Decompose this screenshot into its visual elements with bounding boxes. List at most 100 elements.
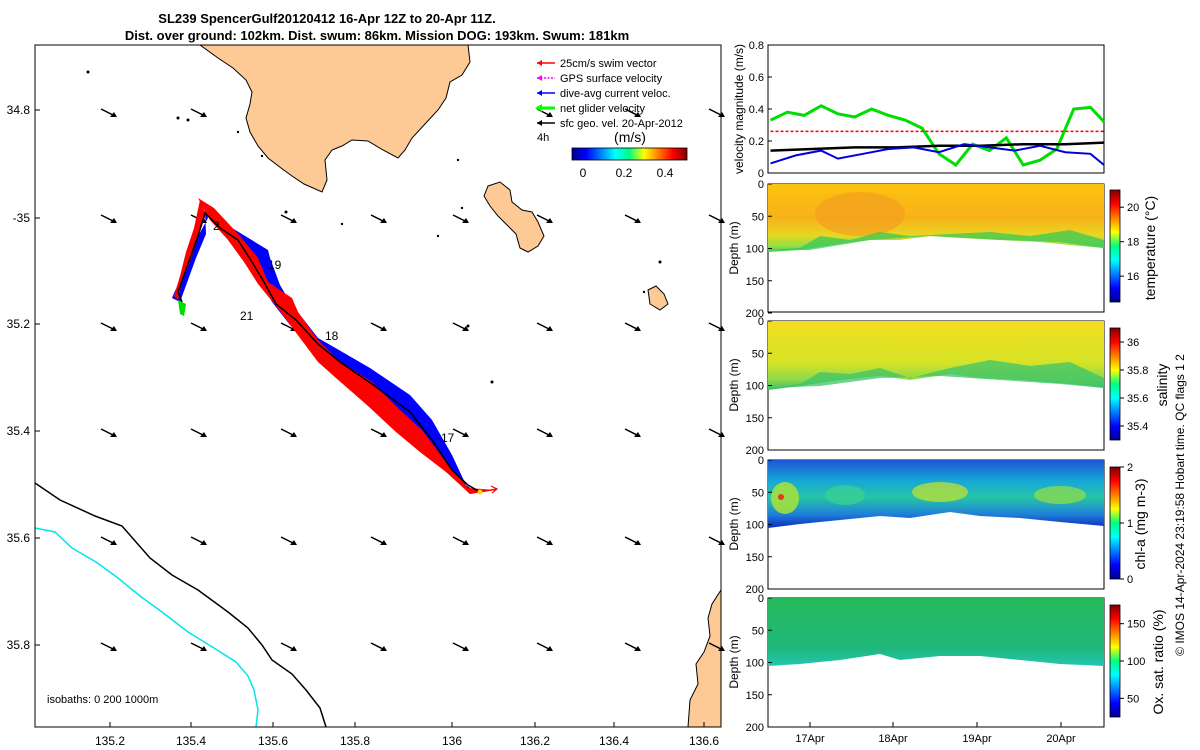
geostrophic-arrow xyxy=(370,214,387,223)
depth-tick-label: 100 xyxy=(746,658,764,670)
temperature-warm-core xyxy=(815,192,905,236)
depth-tick-label: 100 xyxy=(746,520,764,532)
legend-label-dive-avg-current: dive-avg current veloc. xyxy=(560,88,671,100)
temperature-panel: 0 50 100 150 200 16 18 20 Depth (m) temperatur… xyxy=(727,179,1158,320)
depth-tick-label: 200 xyxy=(746,722,764,734)
geostrophic-arrow xyxy=(624,642,641,651)
time-tick-label: 19Apr xyxy=(962,733,992,745)
colorbar-tick-label: 18 xyxy=(1127,237,1139,249)
map-x-ticks: 135.2 135.4 135.6 135.8 136 136.2 136.4 136.6 xyxy=(95,722,719,748)
map-legend: 25cm/s swim vector GPS surface velocity … xyxy=(535,58,688,180)
velocity-panel: 0 0.2 0.4 0.6 0.8 velocity magnitude (m/s) xyxy=(732,40,1106,180)
oxygen-y-ticks: 0 50 100 150 200 xyxy=(746,593,772,734)
depth-tick-label: 0 xyxy=(758,179,764,191)
map-y-tick-label: 35.6 xyxy=(7,531,31,545)
isobath-1000m xyxy=(34,527,259,728)
depth-tick-label: 50 xyxy=(752,211,764,223)
map-x-tick-label: 136.2 xyxy=(520,734,550,748)
depth-tick-label: 200 xyxy=(746,584,764,596)
geostrophic-arrow xyxy=(280,642,297,651)
velocity-y-tick-label: 0.6 xyxy=(749,72,764,84)
colorbar-tick-label: 50 xyxy=(1127,693,1139,705)
depth-tick-label: 150 xyxy=(746,413,764,425)
land-eyre-peninsula xyxy=(198,44,471,193)
chlorophyll-patch-1 xyxy=(771,482,799,514)
legend-item-swim-vector: 25cm/s swim vector xyxy=(537,58,657,70)
temperature-ylabel: Depth (m) xyxy=(727,221,741,274)
velocity-series xyxy=(769,104,1106,168)
time-tick-label: 20Apr xyxy=(1046,733,1076,745)
geostrophic-arrow xyxy=(624,536,641,545)
velocity-ylabel: velocity magnitude (m/s) xyxy=(732,44,746,174)
geostrophic-arrow xyxy=(452,642,469,651)
depth-tick-label: 150 xyxy=(746,276,764,288)
colorbar-tick-label: 16 xyxy=(1127,271,1139,283)
depth-tick-label: 0 xyxy=(758,316,764,328)
islets xyxy=(86,70,662,384)
temperature-clabel: temperature (°C) xyxy=(1142,196,1158,300)
temperature-colorbar-ticks: 16 18 20 xyxy=(1120,202,1139,283)
track-line xyxy=(177,211,481,493)
geostrophic-arrow xyxy=(536,642,553,651)
map-y-tick-label: -35 xyxy=(13,211,31,225)
legend-item-net-glider-velocity: net glider velocity xyxy=(535,103,645,115)
chlorophyll-panel: 0 50 100 150 200 0 1 2 Depth (m) chl-a (mg m-3… xyxy=(727,455,1148,596)
land-island-small xyxy=(647,285,669,311)
chlorophyll-y-ticks: 0 50 100 150 200 xyxy=(746,455,772,596)
net-velocity-tip xyxy=(178,300,186,316)
geostrophic-arrow xyxy=(100,428,117,437)
credit-text: © IMOS 14-Apr-2024 23:19:58 Hobart time.… xyxy=(1173,354,1187,656)
depth-tick-label: 100 xyxy=(746,244,764,256)
temperature-y-ticks: 0 50 100 150 200 xyxy=(746,179,772,320)
chlorophyll-colorbar-ticks: 0 1 2 xyxy=(1120,462,1133,586)
colorbar-tick-label: 35.4 xyxy=(1127,421,1148,433)
depth-tick-label: 200 xyxy=(746,308,764,320)
net-glider-velocity-line xyxy=(769,104,1106,168)
geostrophic-arrow xyxy=(100,642,117,651)
geostrophic-arrow xyxy=(536,214,553,223)
map-x-tick-label: 135.8 xyxy=(340,734,370,748)
geostrophic-arrow xyxy=(100,322,117,331)
day-label-18: 18 xyxy=(325,329,339,343)
geostrophic-arrow xyxy=(190,108,207,117)
velocity-y-tick-label: 0.8 xyxy=(749,40,764,52)
colorbar-tick-label: 0 xyxy=(1127,574,1133,586)
day-label-19: 19 xyxy=(268,258,282,272)
speed-colorbar-tick-0.2: 0.2 xyxy=(616,166,633,180)
salinity-y-ticks: 0 50 100 150 200 xyxy=(746,316,772,457)
speed-colorbar-tick-0: 0 xyxy=(580,166,587,180)
salinity-colorbar xyxy=(1109,327,1121,441)
depth-tick-label: 100 xyxy=(746,381,764,393)
time-tick-label: 17Apr xyxy=(795,733,825,745)
legend-label-gps-velocity: GPS surface velocity xyxy=(560,73,663,85)
depth-tick-label: 200 xyxy=(746,445,764,457)
map-panel: 2 19 21 18 17 25cm/s swim vector GPS sur… xyxy=(7,44,725,748)
salinity-clabel: salinity xyxy=(1154,364,1170,407)
legend-item-sfc-geo-velocity: sfc geo. vel. 20-Apr-2012 xyxy=(537,118,683,130)
geostrophic-arrow xyxy=(100,108,117,117)
map-x-tick-label: 136 xyxy=(442,734,462,748)
legend-label-swim-vector: 25cm/s swim vector xyxy=(560,58,657,70)
temperature-colorbar xyxy=(1109,189,1121,303)
map-y-tick-label: 35.2 xyxy=(7,317,31,331)
geostrophic-arrow xyxy=(190,536,207,545)
day-label-17: 17 xyxy=(441,431,455,445)
geostrophic-arrow xyxy=(536,428,553,437)
colorbar-tick-label: 1 xyxy=(1127,518,1133,530)
map-x-tick-label: 136.6 xyxy=(689,734,719,748)
geostrophic-arrow xyxy=(100,536,117,545)
colorbar-tick-label: 150 xyxy=(1127,619,1145,631)
isobath-200m xyxy=(34,482,327,728)
colorbar-tick-label: 35.6 xyxy=(1127,393,1148,405)
geostrophic-arrow xyxy=(452,428,469,437)
colorbar-tick-label: 36 xyxy=(1127,337,1139,349)
map-x-tick-label: 135.2 xyxy=(95,734,125,748)
legend-interval: 4h xyxy=(537,132,549,144)
title-line-2: Dist. over ground: 102km. Dist. swum: 86… xyxy=(125,28,629,43)
legend-item-gps-velocity: GPS surface velocity xyxy=(537,73,663,85)
geostrophic-arrow xyxy=(190,642,207,651)
day-label-2: 2 xyxy=(213,219,220,233)
colorbar-tick-label: 35.8 xyxy=(1127,365,1148,377)
geostrophic-arrow xyxy=(624,214,641,223)
